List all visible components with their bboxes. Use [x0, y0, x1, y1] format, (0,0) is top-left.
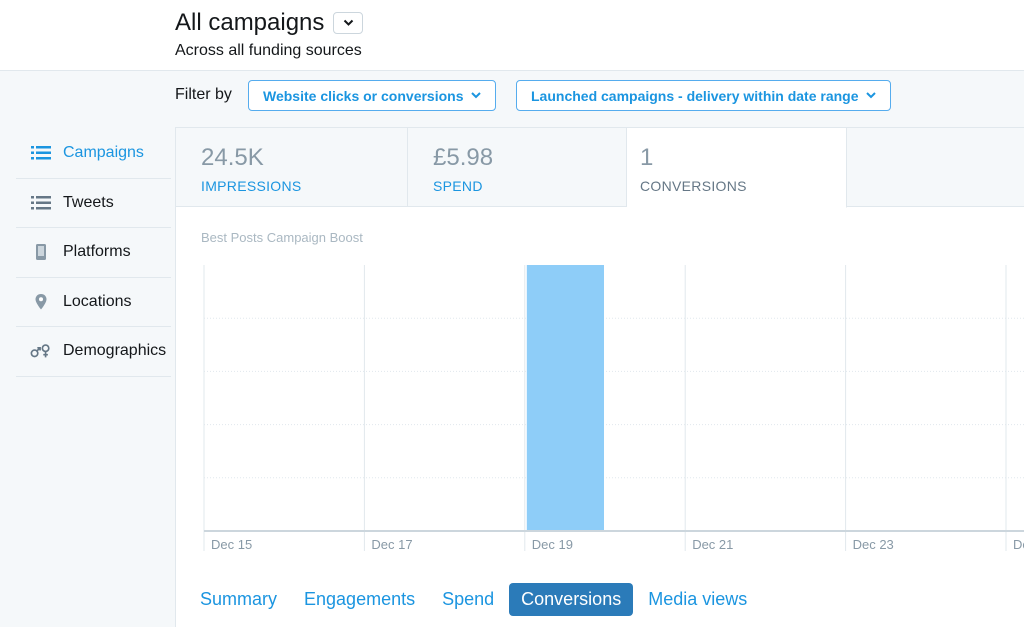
map-pin-icon [30, 293, 52, 311]
metric-conversions[interactable]: 1 CONVERSIONS [627, 128, 847, 208]
conversions-chart: Dec 15 Dec 17 Dec 19 Dec 21 Dec 23 De [203, 265, 1024, 552]
tab-media-views[interactable]: Media views [648, 589, 748, 609]
chevron-down-icon [865, 92, 876, 99]
metric-value: £5.98 [433, 144, 494, 171]
list-icon [30, 144, 52, 162]
metric-impressions[interactable]: 24.5K IMPRESSIONS [176, 128, 408, 207]
sidebar-item-tweets[interactable]: Tweets [16, 179, 171, 228]
x-tick-label: Dec 21 [692, 537, 733, 552]
chevron-down-icon [343, 19, 354, 26]
x-tick-label: De [1013, 537, 1024, 552]
x-tick-label: Dec 19 [532, 537, 573, 552]
bar [526, 265, 604, 531]
metric-label: CONVERSIONS [640, 178, 747, 194]
sidebar-item-platforms[interactable]: Platforms [16, 228, 171, 278]
list-icon [30, 194, 52, 212]
metric-label: SPEND [433, 178, 483, 194]
status-filter-label: Launched campaigns - delivery within dat… [531, 87, 859, 104]
metric-value: 1 [640, 144, 654, 171]
analytics-panel: 24.5K IMPRESSIONS £5.98 SPEND 1 CONVERSI… [175, 127, 1024, 627]
filter-label: Filter by [175, 86, 232, 103]
sidebar-item-label: Demographics [63, 342, 167, 360]
sidebar-item-campaigns[interactable]: Campaigns [16, 129, 171, 179]
tab-spend[interactable]: Spend [442, 589, 495, 609]
sidebar: Campaigns Tweets Platforms Locations Dem… [16, 129, 171, 377]
metric-spend[interactable]: £5.98 SPEND [408, 128, 627, 207]
page-title: All campaigns [175, 9, 325, 36]
status-filter-button[interactable]: Launched campaigns - delivery within dat… [516, 80, 891, 111]
tab-engagements[interactable]: Engagements [304, 589, 416, 609]
objective-filter-label: Website clicks or conversions [263, 87, 464, 104]
chevron-down-icon [470, 92, 481, 99]
phone-icon [30, 243, 52, 261]
metric-value: 24.5K [201, 144, 264, 171]
tab-summary[interactable]: Summary [200, 589, 278, 609]
x-tick-label: Dec 17 [371, 537, 412, 552]
x-tick-label: Dec 23 [853, 537, 894, 552]
sidebar-item-locations[interactable]: Locations [16, 278, 171, 327]
page-header: All campaigns Across all funding sources [0, 0, 1024, 71]
x-tick-label: Dec 15 [211, 537, 252, 552]
tab-conversions[interactable]: Conversions [509, 583, 634, 616]
metric-label: IMPRESSIONS [201, 178, 302, 194]
metric-strip: 24.5K IMPRESSIONS £5.98 SPEND 1 CONVERSI… [176, 128, 1024, 208]
sidebar-item-label: Platforms [63, 243, 131, 261]
objective-filter-button[interactable]: Website clicks or conversions [248, 80, 496, 111]
chart-title: Best Posts Campaign Boost [201, 230, 363, 245]
title-row: All campaigns [175, 9, 364, 37]
page-subtitle: Across all funding sources [175, 42, 362, 59]
campaign-selector-button[interactable] [333, 12, 364, 34]
gender-icon [30, 342, 52, 360]
sidebar-item-label: Campaigns [63, 144, 144, 162]
sidebar-item-demographics[interactable]: Demographics [16, 327, 171, 377]
sidebar-item-label: Locations [63, 292, 132, 310]
metric-tabs: Summary Engagements Spend Conversions Me… [188, 583, 762, 616]
sidebar-item-label: Tweets [63, 193, 114, 211]
